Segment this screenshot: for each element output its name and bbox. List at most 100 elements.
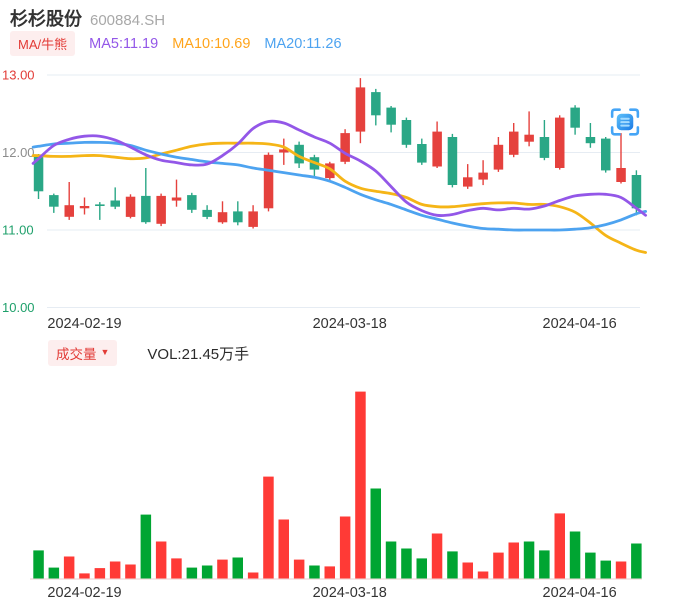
candle[interactable] (64, 205, 75, 217)
volume-bar[interactable] (109, 561, 121, 579)
volume-bar[interactable] (155, 541, 167, 579)
candle[interactable] (355, 87, 366, 132)
volume-bar[interactable] (278, 519, 290, 579)
volume-bar[interactable] (293, 559, 305, 579)
ai-scan-icon-graphic (610, 108, 640, 136)
indicator-selector-badge[interactable]: MA/牛熊 (10, 31, 76, 56)
candle[interactable] (340, 133, 350, 162)
volume-bar[interactable] (186, 567, 198, 579)
volume-bar[interactable] (600, 560, 612, 579)
candle[interactable] (141, 195, 151, 223)
candle[interactable] (493, 144, 504, 170)
volume-bar[interactable] (247, 572, 259, 579)
x-axis-labels: 2024-02-19 2024-03-18 2024-04-16 2024-02-19… (47, 316, 616, 601)
ma-line-ma20 (31, 140, 647, 232)
candle[interactable] (79, 206, 90, 209)
candle[interactable] (371, 92, 381, 116)
volume-bar[interactable] (79, 573, 90, 579)
price-grid: 13.00 12.00 11.00 10.00 (2, 68, 640, 315)
candle[interactable] (171, 197, 182, 201)
volume-bar[interactable] (615, 561, 627, 579)
volume-bar[interactable] (447, 551, 458, 579)
candle[interactable] (33, 156, 44, 192)
volume-badge-label: 成交量 (56, 347, 97, 362)
volume-bar[interactable] (385, 541, 397, 579)
candle[interactable] (217, 212, 228, 223)
volume-bar[interactable] (554, 513, 566, 579)
candle[interactable] (478, 172, 488, 180)
legend-ma10: MA10:10.69 (172, 35, 251, 52)
candle[interactable] (202, 209, 212, 217)
candle[interactable] (156, 195, 166, 224)
candle[interactable] (279, 149, 289, 153)
volume-bar[interactable] (585, 552, 596, 579)
volume-bar[interactable] (370, 488, 382, 579)
volume-bar[interactable] (508, 542, 520, 579)
volume-bar[interactable] (125, 564, 136, 579)
volume-bar[interactable] (569, 531, 581, 579)
candle[interactable] (585, 137, 596, 144)
candle[interactable] (432, 131, 442, 167)
volume-bar[interactable] (523, 541, 535, 579)
volume-legend-row: 成交量 ▼ VOL:21.45万手 (48, 340, 249, 366)
volume-bar[interactable] (355, 391, 366, 579)
candle[interactable] (447, 137, 458, 185)
candle[interactable] (325, 163, 335, 179)
volume-bar[interactable] (631, 543, 642, 579)
volume-bar[interactable] (63, 556, 75, 579)
volume-bar[interactable] (171, 558, 182, 579)
ma-legend-row: MA/牛熊 MA5:11.19 MA10:10.69 MA20:11.26 (10, 31, 342, 56)
volume-bar[interactable] (217, 559, 228, 579)
x-axis-label: 2024-03-18 (313, 316, 387, 332)
candle[interactable] (110, 200, 121, 207)
candle[interactable] (187, 195, 197, 210)
stock-name: 杉杉股份 (10, 9, 82, 29)
candle[interactable] (463, 177, 473, 187)
volume-series (33, 391, 642, 579)
candle[interactable] (570, 107, 580, 128)
volume-bar[interactable] (263, 476, 274, 579)
y-axis-label: 12.00 (2, 145, 35, 160)
candle[interactable] (125, 196, 136, 217)
volume-bar[interactable] (462, 562, 474, 579)
ai-scan-icon[interactable] (610, 107, 640, 137)
y-axis-label: 10.00 (2, 300, 35, 315)
candle[interactable] (263, 154, 274, 209)
candle[interactable] (386, 107, 396, 125)
volume-bar[interactable] (48, 567, 60, 579)
volume-bar[interactable] (477, 571, 489, 579)
candle[interactable] (417, 144, 427, 163)
candle[interactable] (248, 211, 258, 227)
candle[interactable] (233, 211, 243, 223)
candle[interactable] (601, 138, 611, 171)
candle[interactable] (509, 131, 519, 155)
candle[interactable] (49, 195, 59, 207)
volume-bar[interactable] (539, 550, 550, 579)
volume-value-label: VOL:21.45万手 (147, 345, 250, 363)
candle[interactable] (555, 117, 565, 168)
ma-line-ma10 (31, 141, 647, 254)
volume-bar[interactable] (431, 533, 443, 579)
candle[interactable] (294, 144, 304, 164)
volume-bar[interactable] (140, 514, 152, 579)
volume-indicator-badge[interactable]: 成交量 ▼ (48, 340, 118, 366)
volume-bar[interactable] (401, 548, 412, 579)
volume-bar[interactable] (324, 566, 336, 579)
volume-bar[interactable] (309, 565, 320, 579)
candle[interactable] (539, 137, 550, 158)
candle[interactable] (401, 120, 412, 145)
volume-bar[interactable] (94, 568, 106, 579)
volume-bar[interactable] (416, 558, 428, 579)
volume-bar[interactable] (201, 565, 213, 579)
volume-bar[interactable] (339, 516, 351, 579)
candle[interactable] (631, 175, 642, 209)
x-axis-label: 2024-02-19 (47, 316, 121, 332)
volume-bar[interactable] (493, 552, 504, 579)
candlestick-series (33, 78, 642, 229)
candle[interactable] (95, 204, 105, 206)
candle[interactable] (616, 168, 626, 182)
volume-bar[interactable] (33, 550, 44, 579)
volume-bar[interactable] (232, 557, 244, 579)
candle[interactable] (524, 134, 534, 142)
